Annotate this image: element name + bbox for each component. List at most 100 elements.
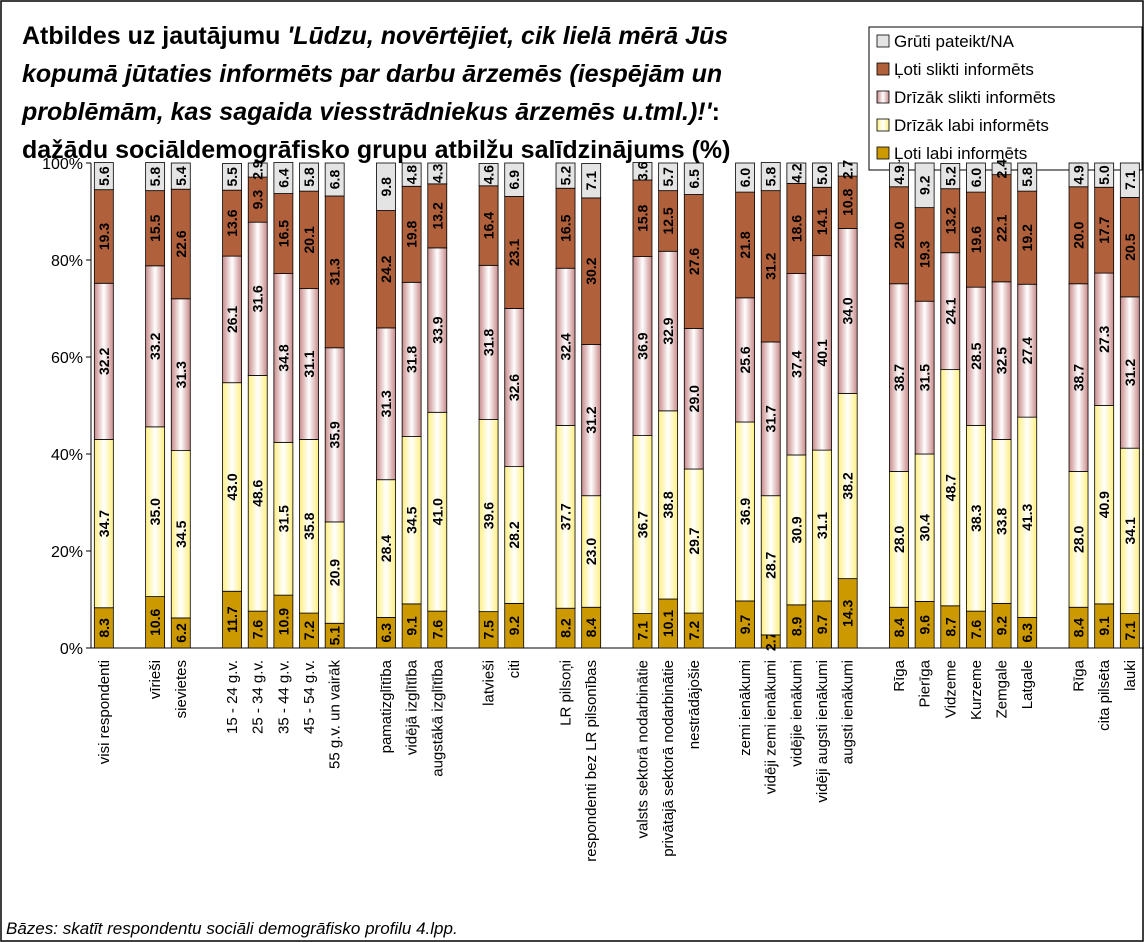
data-label: 36.9 bbox=[737, 498, 753, 525]
legend-label: Ļoti labi informēts bbox=[894, 144, 1027, 163]
data-label: 28.0 bbox=[1071, 526, 1087, 553]
y-tick-label: 0% bbox=[60, 641, 83, 658]
legend-swatch bbox=[876, 90, 890, 104]
legend-label: Ļoti slikti informēts bbox=[894, 60, 1034, 79]
data-label: 13.2 bbox=[942, 207, 958, 234]
data-label: 30.4 bbox=[917, 514, 933, 541]
data-label: 15.8 bbox=[634, 204, 650, 231]
data-label: 6.0 bbox=[968, 168, 984, 188]
x-tick-label: Pierīga bbox=[917, 659, 934, 707]
data-label: 28.0 bbox=[891, 526, 907, 553]
bar-segment bbox=[247, 162, 268, 178]
data-label: 31.3 bbox=[378, 390, 394, 417]
data-label: 33.9 bbox=[429, 316, 445, 343]
bar-segment bbox=[991, 162, 1012, 176]
legend-label: Drīzāk slikti informēts bbox=[894, 88, 1056, 107]
x-tick-label: LR pilsoņi bbox=[558, 660, 575, 726]
bar-segment bbox=[427, 162, 448, 185]
data-label: 38.7 bbox=[1071, 364, 1087, 391]
data-label: 13.2 bbox=[429, 202, 445, 229]
data-label: 34.5 bbox=[404, 506, 420, 533]
y-tick-label: 100% bbox=[42, 156, 83, 173]
data-label: 10.8 bbox=[840, 188, 856, 215]
data-label: 7.6 bbox=[250, 620, 266, 640]
data-label: 5.8 bbox=[763, 167, 779, 187]
data-label: 16.5 bbox=[275, 220, 291, 247]
data-label: 20.5 bbox=[1122, 233, 1138, 260]
data-label: 7.1 bbox=[634, 621, 650, 641]
legend-swatch bbox=[876, 118, 890, 132]
x-tick-label: Rīga bbox=[1071, 659, 1088, 691]
bar-segment bbox=[837, 162, 858, 177]
data-label: 6.4 bbox=[275, 168, 291, 188]
data-label: 35.8 bbox=[301, 512, 317, 539]
bar-segment bbox=[145, 162, 166, 192]
data-label: 6.3 bbox=[378, 623, 394, 643]
data-label: 9.6 bbox=[917, 615, 933, 635]
x-tick-label: valsts sektorā nodarbinātie bbox=[634, 660, 651, 838]
data-label: 2.9 bbox=[250, 160, 266, 180]
data-label: 20.9 bbox=[327, 559, 343, 586]
y-tick-label: 20% bbox=[51, 544, 83, 561]
data-label: 8.2 bbox=[558, 618, 574, 638]
data-label: 25.6 bbox=[737, 346, 753, 373]
data-label: 7.6 bbox=[968, 620, 984, 640]
data-label: 5.8 bbox=[147, 167, 163, 187]
data-label: 17.7 bbox=[1096, 216, 1112, 243]
data-label: 20.0 bbox=[891, 221, 907, 248]
data-label: 8.7 bbox=[942, 617, 958, 637]
legend-swatch bbox=[876, 146, 890, 160]
data-label: 9.2 bbox=[917, 175, 933, 195]
x-tick-label: sievietes bbox=[173, 660, 190, 718]
data-label: 41.0 bbox=[429, 498, 445, 525]
data-label: 3.6 bbox=[634, 161, 650, 181]
data-label: 16.5 bbox=[558, 214, 574, 241]
data-label: 38.8 bbox=[660, 491, 676, 518]
chart-title: kopumā jūtaties informēts par darbu ārze… bbox=[22, 60, 722, 88]
bar-segment bbox=[735, 162, 755, 193]
data-label: 9.2 bbox=[994, 616, 1010, 636]
data-label: 14.3 bbox=[840, 599, 856, 626]
data-label: 4.9 bbox=[891, 165, 907, 185]
data-label: 38.2 bbox=[840, 472, 856, 499]
bar-segment bbox=[170, 162, 191, 190]
bar-segment bbox=[812, 162, 832, 188]
x-tick-label: vidējie ienākumi bbox=[788, 660, 805, 767]
data-label: 4.2 bbox=[788, 163, 804, 183]
data-label: 10.1 bbox=[660, 610, 676, 637]
data-label: 40.9 bbox=[1096, 491, 1112, 518]
data-label: 41.3 bbox=[1019, 503, 1035, 530]
bar-segment bbox=[324, 162, 345, 197]
bar-segment bbox=[1119, 162, 1140, 198]
data-label: 36.7 bbox=[634, 511, 650, 538]
data-label: 34.8 bbox=[275, 344, 291, 371]
legend-label: Drīzāk labi informēts bbox=[894, 116, 1049, 135]
footnote: Bāzes: skatīt respondentu sociāli demogr… bbox=[6, 919, 458, 938]
data-label: 10.9 bbox=[275, 608, 291, 635]
data-label: 2.4 bbox=[994, 159, 1010, 179]
data-label: 20.0 bbox=[1071, 221, 1087, 248]
data-label: 13.6 bbox=[224, 209, 240, 236]
data-label: 5.6 bbox=[96, 166, 112, 186]
data-label: 38.3 bbox=[968, 504, 984, 531]
bar-segment bbox=[632, 162, 653, 181]
x-tick-label: vīrieši bbox=[147, 660, 164, 699]
x-tick-label: privātajā sektorā nodarbinātie bbox=[660, 660, 677, 857]
data-label: 29.7 bbox=[686, 527, 702, 554]
y-tick-label: 80% bbox=[51, 253, 83, 270]
data-label: 7.2 bbox=[301, 621, 317, 641]
data-label: 7.1 bbox=[1122, 170, 1138, 190]
data-label: 40.1 bbox=[814, 339, 830, 366]
data-label: 2.7 bbox=[763, 632, 779, 652]
data-label: 31.5 bbox=[275, 505, 291, 532]
bar-segment bbox=[93, 162, 114, 191]
data-label: 8.4 bbox=[583, 618, 599, 638]
data-label: 6.2 bbox=[173, 623, 189, 643]
bar-segment bbox=[1094, 162, 1115, 188]
bar-segment bbox=[222, 163, 242, 191]
x-tick-label: latvieši bbox=[481, 660, 498, 706]
bar-segment bbox=[940, 163, 961, 190]
x-tick-label: 35 - 44 g.v. bbox=[275, 660, 292, 734]
y-tick-label: 60% bbox=[51, 350, 83, 367]
data-label: 2.7 bbox=[840, 160, 856, 180]
